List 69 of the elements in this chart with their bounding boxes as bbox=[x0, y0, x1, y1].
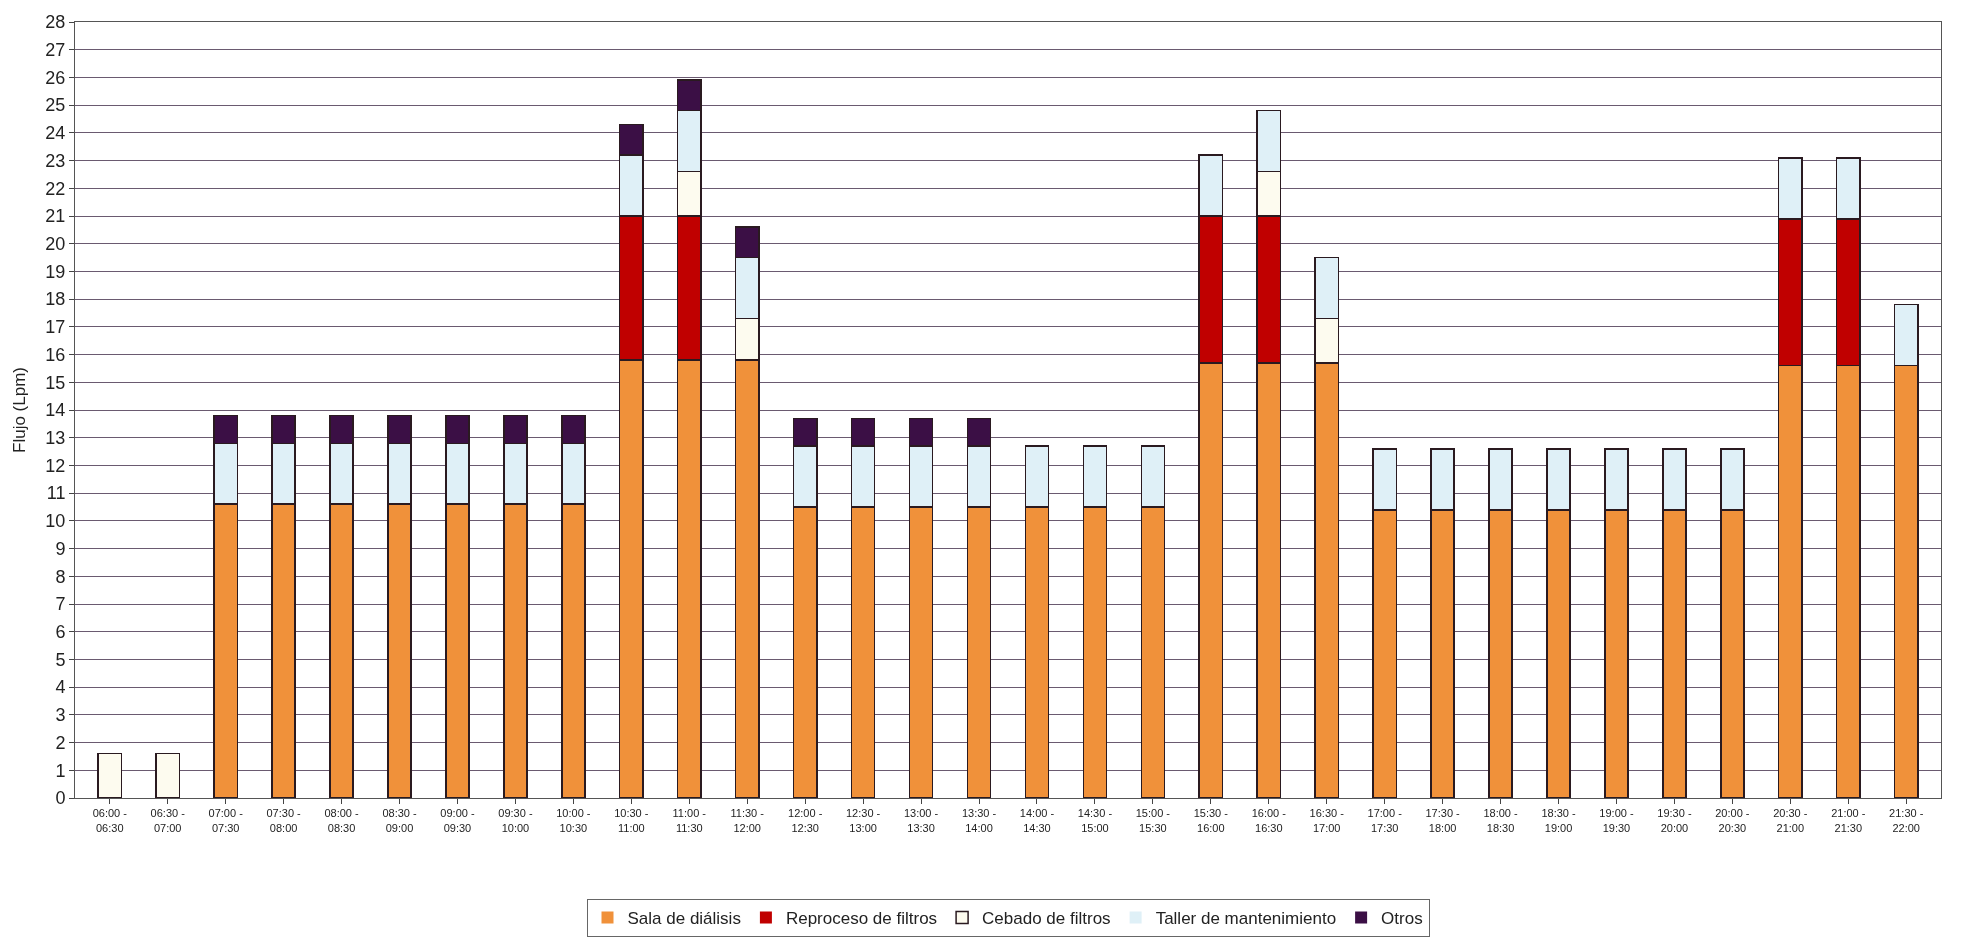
x-tick-label: 20:00 - 20:30 bbox=[1715, 807, 1750, 834]
x-tick-label: 13:00 - 13:30 bbox=[903, 807, 939, 834]
x-tick-label: 17:00 - 17:30 bbox=[1367, 807, 1403, 834]
y-tick-label: 6 bbox=[55, 622, 66, 643]
y-tick-label: 15 bbox=[45, 372, 66, 393]
x-tick-label: 21:00 - 21:30 bbox=[1831, 807, 1866, 834]
legend-label: Reproceso de filtros bbox=[785, 909, 938, 929]
y-tick-label: 20 bbox=[45, 234, 66, 255]
legend-label: Taller de mantenimiento bbox=[1155, 909, 1337, 929]
legend-label: Cebado de filtros bbox=[982, 909, 1111, 929]
x-tick-label: 07:30 - 08:00 bbox=[266, 807, 302, 834]
x-tick-label: 11:30 - 12:00 bbox=[730, 807, 765, 834]
x-tick-label: 14:30 - 15:00 bbox=[1077, 807, 1113, 834]
y-tick-label: 9 bbox=[55, 538, 66, 559]
y-axis-title: Flujo (Lpm) bbox=[9, 367, 29, 453]
legend-label: Sala de diálisis bbox=[627, 909, 741, 929]
y-tick-label: 2 bbox=[55, 732, 66, 753]
x-tick-label: 14:00 - 14:30 bbox=[1019, 807, 1055, 834]
x-tick-label: 12:30 - 13:00 bbox=[845, 807, 881, 834]
x-tick-label: 10:30 - 11:00 bbox=[614, 807, 649, 834]
legend-label: Otros bbox=[1381, 909, 1423, 929]
y-tick-label: 4 bbox=[55, 677, 66, 698]
y-tick-label: 5 bbox=[55, 649, 66, 670]
x-tick-label: 20:30 - 21:00 bbox=[1773, 807, 1808, 834]
x-tick-label: 19:30 - 20:00 bbox=[1657, 807, 1692, 834]
x-tick-label: 19:00 - 19:30 bbox=[1599, 807, 1634, 834]
y-tick-label: 22 bbox=[45, 178, 66, 199]
x-tick-label: 09:00 - 09:30 bbox=[440, 807, 475, 834]
y-tick-label: 0 bbox=[55, 788, 66, 809]
y-tick-label: 16 bbox=[45, 344, 66, 365]
y-tick-label: 7 bbox=[55, 594, 66, 615]
x-tick-label: 15:00 - 15:30 bbox=[1135, 807, 1171, 834]
y-tick-label: 10 bbox=[45, 511, 66, 532]
x-tick-label: 18:30 - 19:00 bbox=[1541, 807, 1576, 834]
x-tick-label: 15:30 - 16:00 bbox=[1193, 807, 1229, 834]
y-tick-label: 8 bbox=[55, 566, 66, 587]
x-tick-label: 18:00 - 18:30 bbox=[1483, 807, 1519, 834]
y-tick-label: 27 bbox=[45, 40, 66, 61]
x-tick-label: 06:30 - 07:00 bbox=[150, 807, 186, 834]
bar bbox=[97, 752, 123, 798]
x-tick-label: 08:00 - 08:30 bbox=[324, 807, 360, 834]
y-tick-label: 3 bbox=[55, 705, 66, 726]
y-tick-label: 13 bbox=[45, 428, 66, 449]
x-tick-label: 16:30 - 17:00 bbox=[1309, 807, 1345, 834]
y-tick-label: 11 bbox=[46, 483, 66, 504]
x-tick-label: 08:30 - 09:00 bbox=[382, 807, 417, 834]
x-tick-label: 12:00 - 12:30 bbox=[788, 807, 823, 834]
y-tick-label: 1 bbox=[55, 760, 66, 781]
y-tick-label: 18 bbox=[45, 289, 66, 310]
y-tick-label: 26 bbox=[45, 67, 66, 88]
bar bbox=[155, 752, 181, 798]
x-tick-label: 16:00 - 16:30 bbox=[1251, 807, 1287, 834]
y-tick-label: 25 bbox=[45, 95, 66, 116]
x-tick-label: 07:00 - 07:30 bbox=[208, 807, 244, 834]
x-tick-label: 21:30 - 22:00 bbox=[1889, 807, 1924, 834]
x-tick-label: 17:30 - 18:00 bbox=[1425, 807, 1461, 834]
x-tick-label: 10:00 - 10:30 bbox=[556, 807, 591, 834]
y-tick-label: 12 bbox=[45, 455, 66, 476]
y-tick-label: 23 bbox=[45, 150, 66, 171]
x-tick-label: 11:00 - 11:30 bbox=[672, 807, 707, 834]
x-tick-label: 06:00 - 06:30 bbox=[92, 807, 128, 834]
y-tick-label: 19 bbox=[45, 261, 66, 282]
y-tick-label: 21 bbox=[45, 206, 66, 227]
y-tick-label: 28 bbox=[45, 12, 66, 33]
x-tick-label: 13:30 - 14:00 bbox=[961, 807, 997, 834]
y-tick-label: 17 bbox=[45, 317, 66, 338]
y-tick-label: 24 bbox=[45, 123, 66, 144]
x-tick-label: 09:30 - 10:00 bbox=[498, 807, 533, 834]
y-tick-label: 14 bbox=[45, 400, 66, 421]
